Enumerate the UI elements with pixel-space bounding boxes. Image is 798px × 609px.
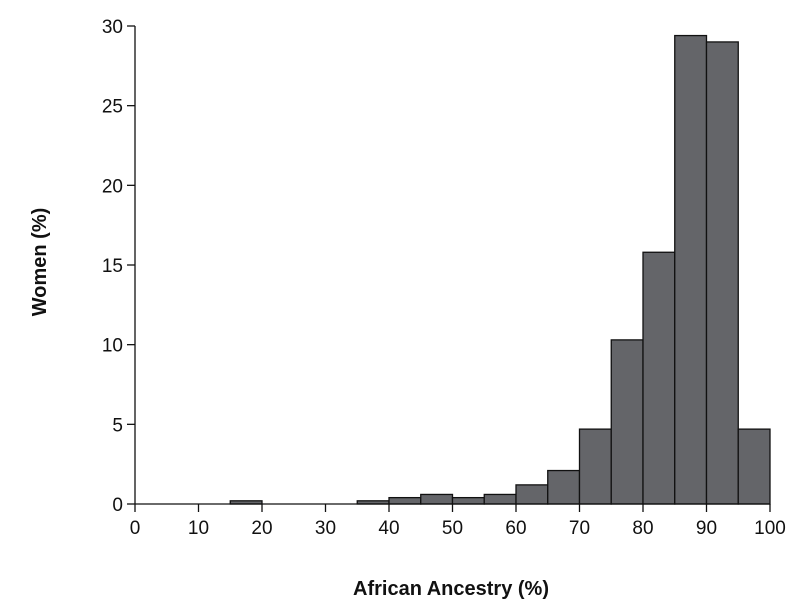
y-tick-label-20: 20 (102, 176, 123, 197)
x-tick-label-10: 10 (188, 518, 209, 539)
histogram-bar-65-70 (547, 469, 581, 505)
histogram-bar-40-45 (388, 496, 422, 505)
bars-group (229, 34, 771, 505)
histogram-bar-95-100 (737, 428, 771, 505)
x-tick-label-0: 0 (130, 518, 141, 539)
histogram-bar-80-85 (642, 251, 676, 505)
x-tick-label-70: 70 (569, 518, 590, 539)
x-tick-label-20: 20 (251, 518, 272, 539)
x-tick-label-30: 30 (315, 518, 336, 539)
histogram-bar-90-95 (705, 41, 739, 505)
x-tick-label-40: 40 (378, 518, 399, 539)
histogram-bar-75-80 (610, 339, 644, 505)
histogram-bar-55-60 (483, 493, 517, 505)
y-tick-label-5: 5 (112, 415, 123, 436)
y-tick-label-25: 25 (102, 97, 123, 118)
x-tick-label-90: 90 (696, 518, 717, 539)
y-tick-label-30: 30 (102, 17, 123, 38)
x-tick-label-60: 60 (505, 518, 526, 539)
y-tick-label-10: 10 (102, 336, 123, 357)
x-tick-label-100: 100 (754, 518, 786, 539)
x-axis-title: African Ancestry (%) (353, 578, 549, 600)
histogram-bar-45-50 (420, 493, 454, 505)
y-axis-title: Women (%) (29, 208, 51, 317)
histogram-bar-60-65 (515, 484, 549, 505)
y-tick-label-15: 15 (102, 256, 123, 277)
x-tick-label-50: 50 (442, 518, 463, 539)
axes-group: 0 5 10 15 20 25 30 0 10 20 30 40 50 60 70 80 90 100 (102, 17, 786, 539)
histogram-bar-70-75 (578, 428, 612, 505)
histogram-bar-85-90 (674, 34, 708, 505)
histogram-bar-50-55 (451, 496, 485, 505)
y-tick-label-0: 0 (112, 495, 123, 516)
x-tick-label-80: 80 (632, 518, 653, 539)
